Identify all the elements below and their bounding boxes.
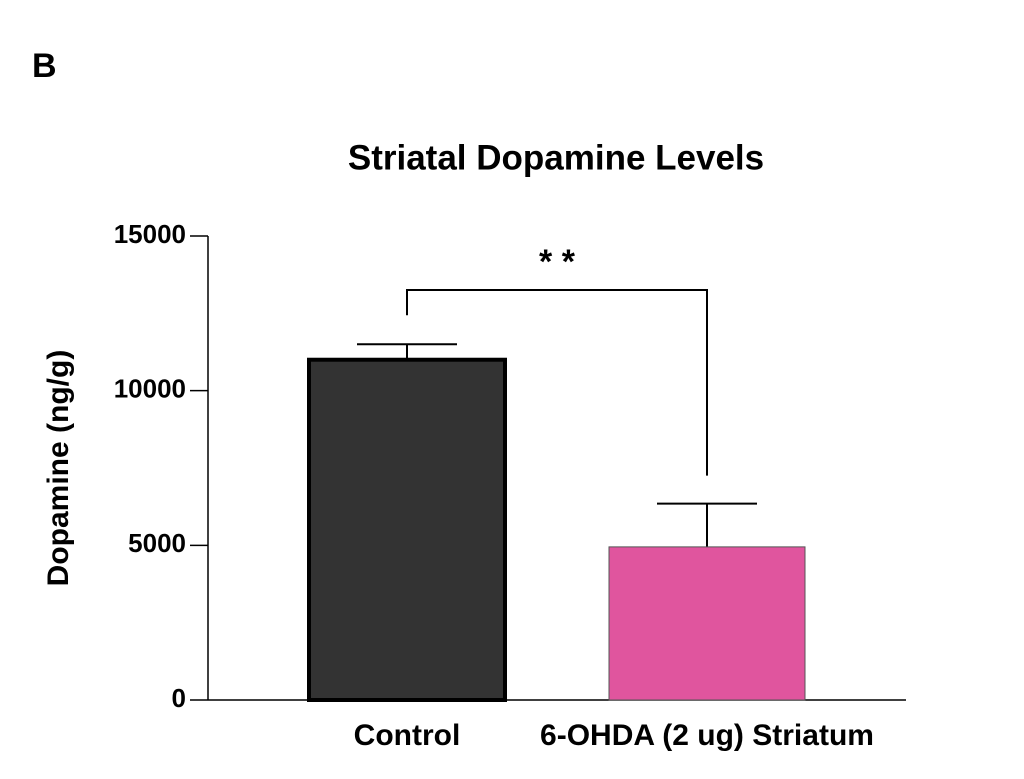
significance-label: * * bbox=[539, 243, 576, 281]
y-tick-label: 0 bbox=[172, 683, 186, 713]
bar bbox=[307, 357, 507, 702]
y-tick-label: 15000 bbox=[114, 219, 186, 249]
significance-bracket bbox=[406, 289, 708, 476]
panel-label: B bbox=[32, 47, 57, 85]
chart-title: Striatal Dopamine Levels bbox=[348, 138, 764, 177]
x-tick-label: 6-OHDA (2 ug) Striatum bbox=[540, 719, 874, 752]
y-tick-label: 10000 bbox=[114, 374, 186, 404]
y-axis-label: Dopamine (ng/g) bbox=[42, 350, 75, 587]
y-tick-label: 5000 bbox=[128, 528, 186, 558]
x-tick-label: Control bbox=[354, 719, 461, 752]
bar bbox=[608, 546, 806, 701]
